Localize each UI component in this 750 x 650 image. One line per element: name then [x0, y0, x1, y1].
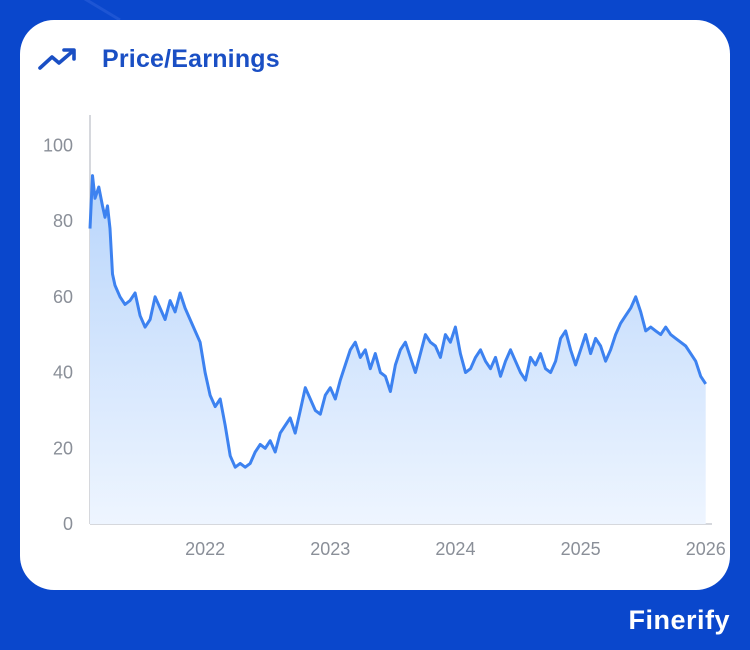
- y-axis: 0 20 40 60 80 100: [43, 115, 91, 534]
- x-tick-label: 2022: [185, 539, 225, 559]
- x-tick-label: 2023: [310, 539, 350, 559]
- y-tick-label: 0: [63, 514, 73, 534]
- card-header: Price/Earnings: [38, 44, 280, 74]
- y-tick-label: 20: [53, 438, 73, 458]
- x-tick-label: 2026: [686, 539, 726, 559]
- series-line: [88, 174, 707, 469]
- y-tick-label: 40: [53, 363, 73, 383]
- brand-name: Finerify: [628, 605, 730, 635]
- series-area: [90, 175, 706, 524]
- y-tick-label: 60: [53, 287, 73, 307]
- chart-title: Price/Earnings: [102, 44, 280, 73]
- chart-card: Price/Earnings 0 20 40 60 80 100 2022 2023 2024…: [20, 20, 730, 590]
- pe-ratio-chart: 0 20 40 60 80 100 2022 2023 2024 2025 2026: [43, 115, 726, 559]
- x-tick-label: 2024: [435, 539, 475, 559]
- y-tick-label: 80: [53, 211, 73, 231]
- y-tick-label: 100: [43, 135, 73, 155]
- x-tick-label: 2025: [561, 539, 601, 559]
- brand-logo: Finerify: [628, 605, 730, 636]
- x-axis: 2022 2023 2024 2025 2026: [90, 523, 726, 559]
- trending-up-icon: [38, 44, 82, 74]
